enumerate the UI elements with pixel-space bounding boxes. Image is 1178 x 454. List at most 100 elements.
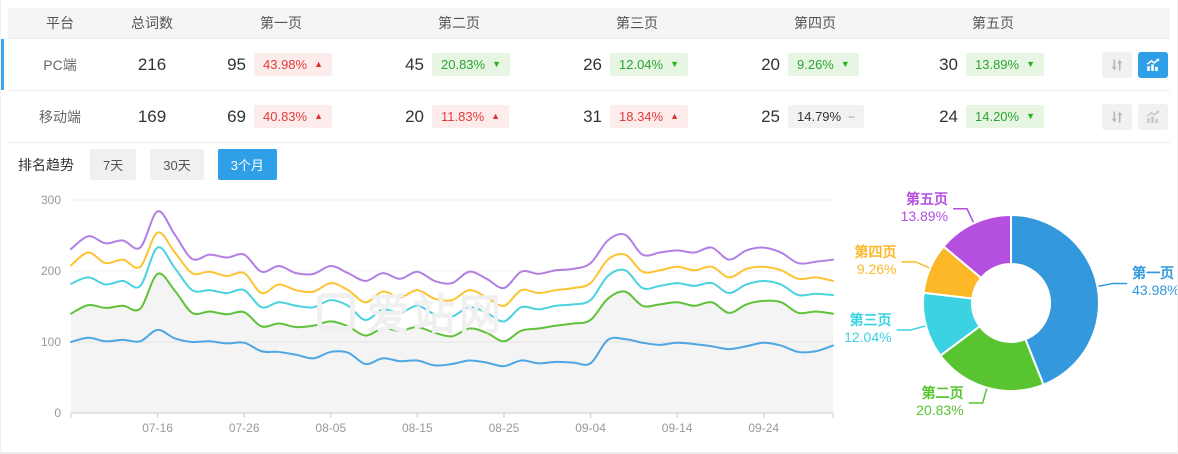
platform-cell: 移动端 (39, 108, 81, 125)
donut-label: 第五页 13.89% (901, 191, 948, 225)
table-header-cell: 第三页 (616, 15, 658, 31)
trend-tab[interactable]: 3个月 (217, 149, 277, 180)
sort-button[interactable] (1102, 51, 1132, 78)
page-stats-cell: 26 12.04% ▼ (548, 53, 726, 76)
trend-badge: 9.26% ▼ (788, 53, 859, 76)
trend-tab[interactable]: 30天 (150, 149, 204, 180)
page-stats-cell: 20 9.26% ▼ (726, 53, 904, 76)
trend-up-icon: ▲ (314, 111, 324, 121)
y-axis-label: 0 (54, 406, 61, 420)
page-stats-cell: 30 13.89% ▼ (904, 53, 1082, 76)
donut-label-value: 12.04% (844, 328, 892, 345)
donut-label-name: 第一页 (1132, 265, 1175, 282)
donut-label-line (968, 388, 988, 404)
page-count: 26 (583, 54, 602, 74)
x-axis-label: 08-15 (402, 421, 433, 435)
trend-percent: 12.04% (619, 57, 664, 72)
donut-slice[interactable] (1010, 213, 1100, 387)
x-axis-label: 08-25 (489, 421, 520, 435)
donut-label-value: 13.89% (900, 207, 949, 224)
x-axis-label: 09-24 (748, 421, 779, 435)
trend-tabs: 7天 30天 3个月 (90, 149, 291, 180)
trend-down-icon: ▼ (1026, 59, 1036, 69)
donut-label: 第一页 43.98% (1132, 265, 1178, 299)
table-header-cell: 第一页 (260, 15, 302, 31)
donut-label-line (901, 261, 930, 269)
trend-flat-icon: − (848, 109, 856, 124)
donut-chart: 第一页 43.98% 第二页 20.83% 第三页 12.04% 第四页 9.26% 第五页 13… (841, 185, 1178, 447)
trend-down-icon: ▼ (670, 59, 680, 69)
trend-line-2 (70, 272, 834, 343)
page-count: 95 (227, 54, 246, 74)
page-count: 25 (761, 106, 780, 126)
trend-down-icon: ▼ (840, 59, 850, 69)
page-stats-cell: 25 14.79% − (726, 105, 904, 128)
trend-percent: 40.83% (263, 109, 308, 124)
trend-badge: 20.83% ▼ (432, 53, 511, 76)
y-axis-label: 100 (41, 335, 61, 349)
trend-percent: 18.34% (619, 109, 664, 124)
rank-table: 平台 总词数 第一页 第二页 第三页 第四页 第五页 PC端 216 95 43.98% ▲ 45 20… (1, 8, 1177, 143)
trend-percent: 43.98% (263, 57, 308, 72)
trend-badge: 18.34% ▲ (610, 105, 689, 128)
donut-label-line (953, 207, 975, 223)
page-count: 45 (405, 54, 424, 74)
page-stats-cell: 24 14.20% ▼ (904, 105, 1082, 128)
trend-badge: 13.89% ▼ (966, 53, 1045, 76)
trend-tab[interactable]: 7天 (90, 149, 137, 180)
page-count: 30 (939, 54, 958, 74)
chart-toggle-button[interactable] (1138, 103, 1168, 130)
trend-section-title: 排名趋势 (18, 156, 74, 173)
x-axis-label: 09-04 (575, 421, 606, 435)
page-count: 20 (405, 106, 424, 126)
donut-label-name: 第五页 (906, 190, 949, 207)
donut-label: 第二页 20.83% (916, 385, 963, 419)
trend-up-icon: ▲ (670, 111, 680, 121)
donut-label-value: 20.83% (916, 402, 964, 419)
trend-down-icon: ▼ (492, 59, 502, 69)
x-axis-label: 07-16 (142, 421, 173, 435)
total-words-cell: 169 (137, 106, 167, 126)
x-axis-label: 09-14 (662, 421, 693, 435)
donut-label-value: 9.26% (856, 260, 897, 277)
donut-label: 第三页 12.04% (844, 312, 891, 346)
trend-percent: 14.20% (975, 109, 1020, 124)
donut-label-name: 第四页 (854, 243, 897, 260)
trend-percent: 20.83% (441, 57, 486, 72)
donut-slice[interactable] (939, 324, 1045, 392)
page-count: 20 (761, 54, 780, 74)
trend-badge: 40.83% ▲ (254, 105, 333, 128)
trend-badge: 11.83% ▲ (432, 105, 510, 128)
table-header-cell: 总词数 (131, 15, 173, 31)
x-axis-label: 08-05 (315, 421, 346, 435)
trend-line-chart: 0 100 200 300 07-16 07-26 08-05 08-15 08-25 09-04… (41, 193, 834, 435)
donut-slice[interactable] (942, 213, 1012, 280)
sort-button[interactable] (1102, 103, 1132, 130)
donut-label-value: 43.98% (1132, 282, 1178, 299)
trend-chart-icon (1146, 58, 1160, 71)
trend-down-icon: ▼ (1026, 111, 1036, 121)
trend-percent: 14.79% (797, 109, 842, 124)
donut-label-line (1098, 282, 1128, 288)
row-actions (1082, 51, 1170, 78)
chart-toggle-button[interactable] (1138, 51, 1168, 78)
y-axis-label: 200 (41, 264, 61, 278)
trend-up-icon: ▲ (314, 59, 324, 69)
page-stats-cell: 45 20.83% ▼ (370, 53, 548, 76)
total-words-cell: 216 (137, 54, 167, 74)
trend-chart-icon (1146, 110, 1160, 123)
trend-line-5 (70, 210, 834, 290)
x-axis-label: 07-26 (229, 421, 260, 435)
trend-percent: 9.26% (797, 57, 834, 72)
table-header-cell: 第五页 (972, 15, 1014, 31)
trend-percent: 13.89% (975, 57, 1020, 72)
trend-badge: 14.79% − (788, 105, 865, 128)
page-stats-cell: 20 11.83% ▲ (370, 105, 548, 128)
active-row-indicator (1, 39, 4, 90)
row-actions (1082, 103, 1170, 130)
trend-line-1 (70, 328, 834, 368)
table-header-cell: 第二页 (438, 15, 480, 31)
table-header-cell: 平台 (46, 15, 74, 31)
trend-bar: 排名趋势 7天 30天 3个月 (18, 149, 291, 180)
